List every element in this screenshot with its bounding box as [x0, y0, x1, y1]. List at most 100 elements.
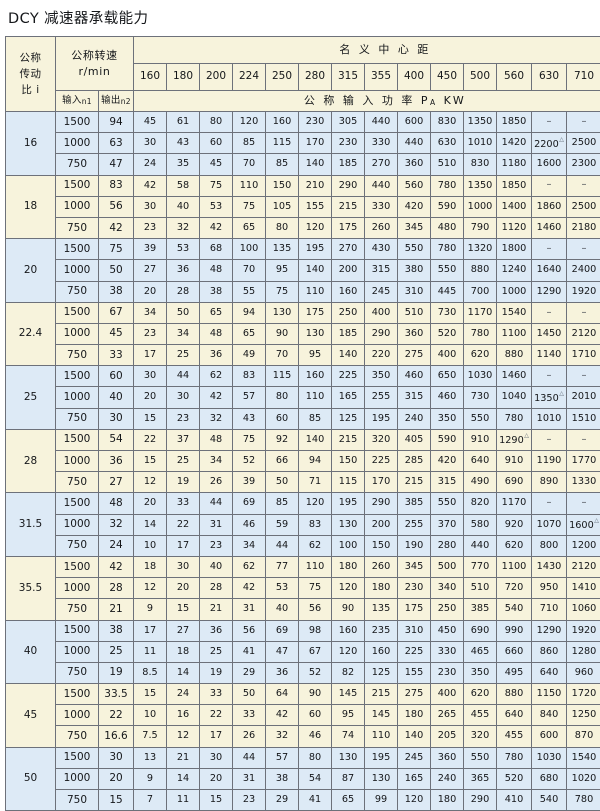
power-cell: 270 — [365, 154, 398, 175]
power-cell: 315 — [431, 472, 464, 493]
power-cell: 1290 — [532, 281, 567, 302]
power-cell: 9 — [134, 599, 167, 620]
power-cell: 155 — [299, 196, 332, 217]
power-cell: 45 — [200, 154, 233, 175]
input-speed-cell: 1000 — [56, 768, 99, 789]
power-cell-empty: – — [532, 366, 567, 387]
power-cell: 180 — [332, 556, 365, 577]
header-input-power: 公 称 输 入 功 率 PA KW — [134, 91, 600, 112]
power-cell: 220 — [365, 345, 398, 366]
power-cell: 1000 — [497, 281, 532, 302]
power-cell: 200 — [332, 260, 365, 281]
power-cell: 1320 — [464, 239, 497, 260]
power-cell: 42 — [200, 387, 233, 408]
power-cell: 14 — [134, 514, 167, 535]
power-cell: 16 — [167, 705, 200, 726]
power-cell: 1180 — [497, 154, 532, 175]
header-column-355: 355 — [365, 64, 398, 91]
power-cell-empty: – — [532, 112, 567, 133]
power-cell: 690 — [464, 620, 497, 641]
power-cell: 600 — [398, 112, 431, 133]
power-cell: 1290 — [532, 620, 567, 641]
power-cell: 57 — [233, 387, 266, 408]
power-cell: 215 — [332, 196, 365, 217]
power-cell: 46 — [299, 726, 332, 747]
power-cell: 34 — [200, 451, 233, 472]
header-column-400: 400 — [398, 64, 431, 91]
power-cell: 880 — [497, 684, 532, 705]
output-speed-cell: 24 — [99, 535, 134, 556]
power-cell: 480 — [431, 217, 464, 238]
power-cell: 34 — [167, 323, 200, 344]
power-cell: 590 — [431, 196, 464, 217]
power-cell: 85 — [266, 154, 299, 175]
power-cell: 315 — [365, 260, 398, 281]
power-cell: 2400 — [567, 260, 600, 281]
header-power-label: 公 称 输 入 功 率 P — [304, 94, 430, 107]
power-cell: 21 — [200, 599, 233, 620]
power-cell: 110 — [299, 387, 332, 408]
power-cell: 77 — [266, 556, 299, 577]
power-cell: 80 — [266, 387, 299, 408]
triangle-marker-icon: △ — [524, 432, 529, 439]
power-cell: 50 — [266, 472, 299, 493]
power-cell: 290 — [365, 493, 398, 514]
power-cell: 890 — [532, 472, 567, 493]
power-cell: 28 — [200, 578, 233, 599]
power-cell: 31 — [233, 599, 266, 620]
power-cell: 2300 — [567, 154, 600, 175]
power-cell: 430 — [365, 239, 398, 260]
input-speed-cell: 1500 — [56, 493, 99, 514]
output-speed-cell: 16.6 — [99, 726, 134, 747]
power-cell: 1070 — [532, 514, 567, 535]
output-speed-cell: 54 — [99, 429, 134, 450]
power-cell: 315 — [398, 387, 431, 408]
power-cell: 1450 — [532, 323, 567, 344]
power-cell: 780 — [567, 790, 600, 811]
power-cell: 48 — [200, 323, 233, 344]
power-cell: 405 — [398, 429, 431, 450]
power-cell: 120 — [299, 493, 332, 514]
power-cell: 1010 — [464, 133, 497, 154]
power-cell: 690 — [497, 472, 532, 493]
power-cell: 110 — [299, 556, 332, 577]
power-cell: 1290△ — [497, 429, 532, 450]
power-cell: 74 — [332, 726, 365, 747]
power-cell: 14 — [167, 662, 200, 683]
power-cell: 32 — [167, 217, 200, 238]
output-speed-cell: 28 — [99, 578, 134, 599]
power-cell: 730 — [431, 302, 464, 323]
power-cell: 225 — [398, 641, 431, 662]
power-cell: 11 — [167, 790, 200, 811]
power-cell: 46 — [233, 514, 266, 535]
power-cell: 195 — [332, 493, 365, 514]
power-cell: 15 — [134, 684, 167, 705]
power-cell: 39 — [233, 472, 266, 493]
power-cell: 23 — [134, 323, 167, 344]
power-cell: 9 — [134, 768, 167, 789]
power-cell: 140 — [299, 154, 332, 175]
power-cell: 380 — [398, 260, 431, 281]
power-cell: 305 — [332, 112, 365, 133]
power-cell: 68 — [200, 239, 233, 260]
input-speed-cell: 1000 — [56, 196, 99, 217]
input-speed-cell: 1500 — [56, 747, 99, 768]
power-cell: 14 — [167, 768, 200, 789]
power-cell: 75 — [266, 281, 299, 302]
power-cell: 30 — [167, 556, 200, 577]
power-cell: 770 — [464, 556, 497, 577]
power-cell: 1040 — [497, 387, 532, 408]
power-cell: 1410 — [567, 578, 600, 599]
power-cell: 120 — [332, 641, 365, 662]
power-cell: 240 — [431, 768, 464, 789]
power-cell: 8.5 — [134, 662, 167, 683]
power-cell: 26 — [233, 726, 266, 747]
power-cell: 1640 — [532, 260, 567, 281]
power-cell: 32 — [200, 408, 233, 429]
power-cell: 90 — [332, 599, 365, 620]
power-cell: 550 — [431, 260, 464, 281]
